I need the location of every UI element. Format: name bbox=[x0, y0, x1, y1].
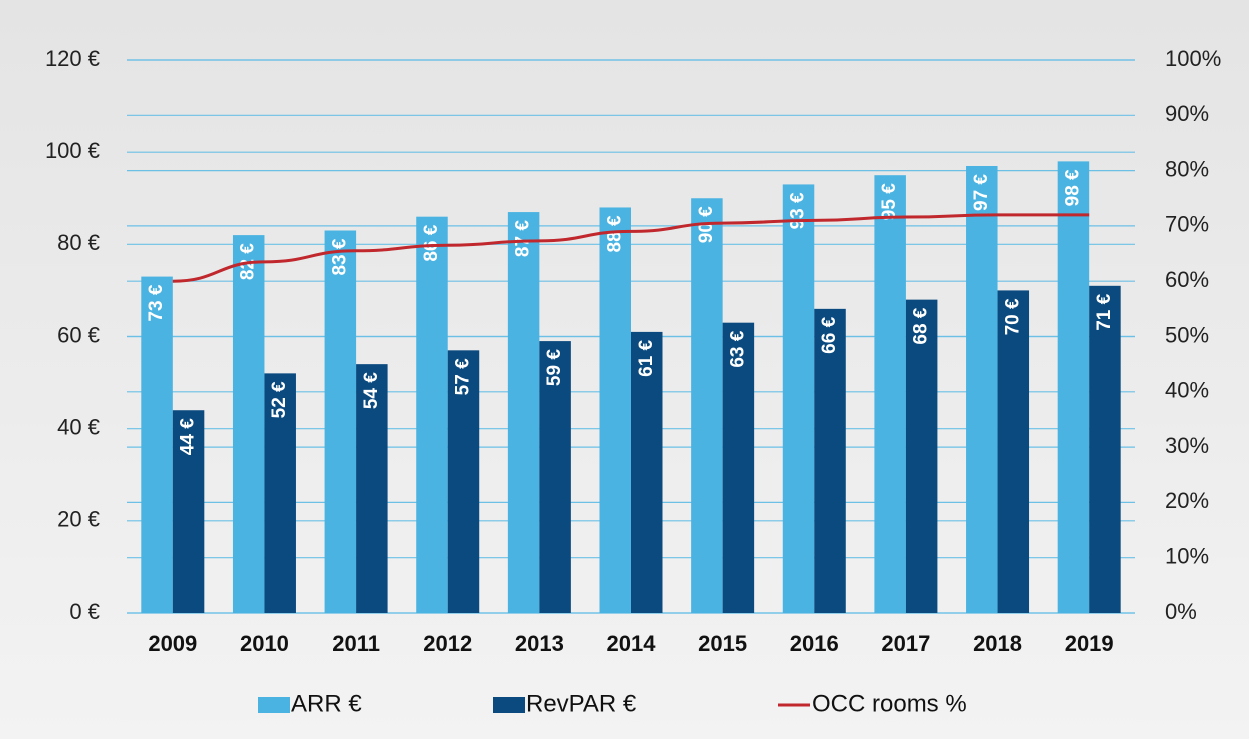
x-tick-label: 2016 bbox=[790, 631, 839, 656]
y2-tick-label: 70% bbox=[1165, 212, 1209, 237]
data-label: 97 € bbox=[971, 174, 992, 211]
x-tick-label: 2015 bbox=[698, 631, 747, 656]
x-tick-label: 2010 bbox=[240, 631, 289, 656]
y2-tick-label: 0% bbox=[1165, 599, 1197, 624]
data-label: 87 € bbox=[513, 220, 534, 257]
x-tick-label: 2019 bbox=[1065, 631, 1114, 656]
data-label: 44 € bbox=[178, 418, 199, 455]
bar bbox=[997, 290, 1030, 613]
legend-swatch bbox=[258, 697, 290, 713]
bar bbox=[539, 341, 571, 613]
data-label: 57 € bbox=[452, 358, 473, 395]
data-label: 59 € bbox=[544, 349, 565, 386]
data-label: 83 € bbox=[329, 238, 350, 275]
data-label: 70 € bbox=[1002, 298, 1023, 335]
y2-tick-label: 100% bbox=[1165, 46, 1221, 71]
y2-tick-label: 10% bbox=[1165, 544, 1209, 569]
data-label: 86 € bbox=[421, 224, 442, 261]
x-tick-label: 2009 bbox=[148, 631, 197, 656]
data-label: 71 € bbox=[1094, 293, 1115, 330]
x-tick-label: 2014 bbox=[607, 631, 657, 656]
bar bbox=[1089, 285, 1121, 613]
bar bbox=[874, 175, 906, 614]
bar bbox=[599, 207, 631, 613]
bar bbox=[264, 373, 296, 613]
data-label: 95 € bbox=[879, 183, 900, 220]
y-tick-label: 40 € bbox=[57, 414, 100, 439]
x-tick-label: 2013 bbox=[515, 631, 564, 656]
bar bbox=[141, 276, 173, 613]
x-tick-label: 2018 bbox=[973, 631, 1022, 656]
data-label: 93 € bbox=[788, 192, 809, 229]
data-label: 63 € bbox=[727, 330, 748, 367]
data-label: 52 € bbox=[269, 381, 290, 418]
bar bbox=[507, 212, 540, 613]
bar bbox=[1057, 161, 1090, 613]
legend-swatch bbox=[493, 697, 525, 713]
line bbox=[172, 213, 1090, 283]
bar bbox=[416, 216, 448, 613]
y-tick-label: 120 € bbox=[45, 46, 100, 71]
bar bbox=[782, 184, 815, 614]
x-tick-label: 2017 bbox=[881, 631, 930, 656]
bar bbox=[966, 165, 998, 613]
y2-tick-label: 60% bbox=[1165, 267, 1209, 292]
x-tick-label: 2011 bbox=[332, 631, 380, 656]
y2-tick-label: 20% bbox=[1165, 488, 1209, 513]
data-label: 68 € bbox=[911, 307, 932, 344]
bar bbox=[691, 198, 723, 613]
y2-tick-label: 90% bbox=[1165, 101, 1209, 126]
bar bbox=[722, 322, 755, 613]
legend-label: OCC rooms % bbox=[812, 690, 967, 717]
data-label: 54 € bbox=[361, 372, 382, 409]
y2-tick-label: 30% bbox=[1165, 433, 1209, 458]
y2-tick-label: 50% bbox=[1165, 322, 1209, 347]
bar bbox=[447, 350, 480, 613]
data-label: 61 € bbox=[636, 339, 657, 376]
y-tick-label: 60 € bbox=[57, 322, 100, 347]
data-label: 98 € bbox=[1062, 169, 1083, 206]
legend-label: RevPAR € bbox=[526, 690, 637, 717]
bar bbox=[172, 410, 205, 613]
legend-label: ARR € bbox=[291, 690, 362, 717]
data-label: 88 € bbox=[604, 215, 625, 252]
bar bbox=[356, 364, 388, 613]
bar bbox=[232, 235, 265, 613]
bar bbox=[814, 308, 846, 613]
y2-tick-label: 40% bbox=[1165, 378, 1209, 403]
y-tick-label: 100 € bbox=[45, 138, 100, 163]
x-tick-label: 2012 bbox=[423, 631, 472, 656]
y-tick-label: 80 € bbox=[57, 230, 100, 255]
data-label: 66 € bbox=[819, 316, 840, 353]
bar bbox=[905, 299, 938, 613]
y-tick-label: 20 € bbox=[57, 507, 100, 532]
y-tick-label: 0 € bbox=[69, 599, 100, 624]
bar bbox=[631, 331, 663, 613]
data-label: 73 € bbox=[146, 284, 167, 321]
y2-tick-label: 80% bbox=[1165, 156, 1209, 181]
bar bbox=[324, 230, 357, 613]
